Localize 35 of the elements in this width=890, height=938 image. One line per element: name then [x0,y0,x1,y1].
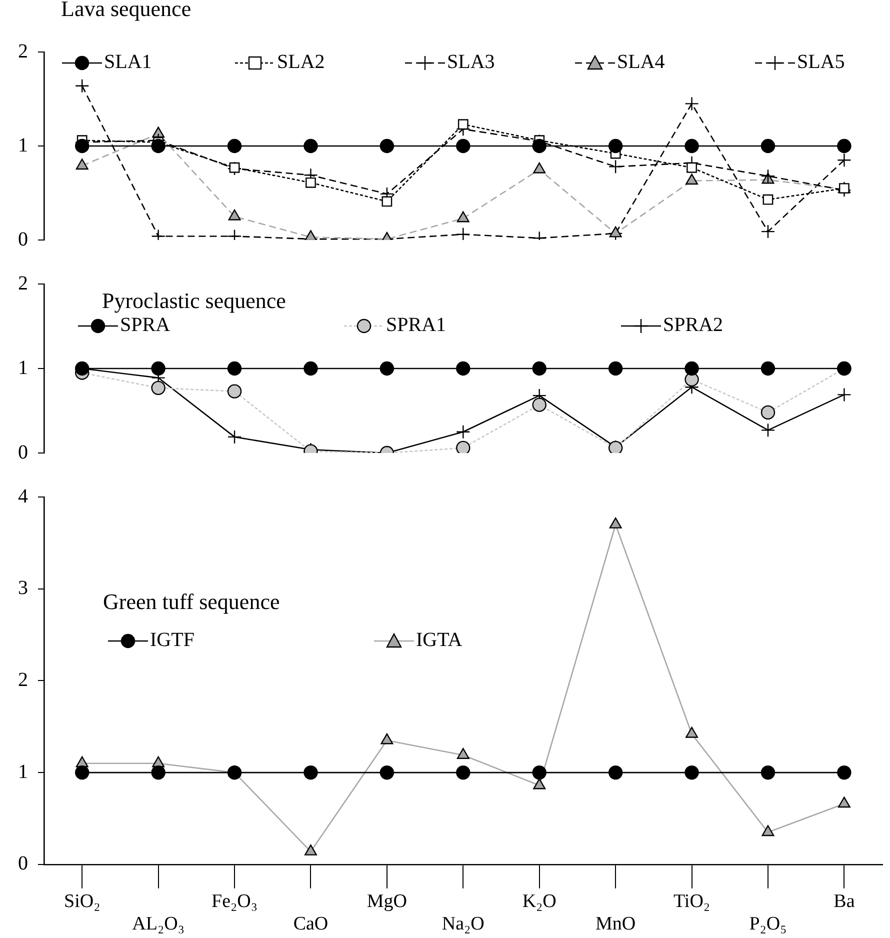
y-tick-label: 3 [18,577,28,600]
x-tick-label: P₂O₅ [749,914,787,935]
y-tick-label: 2 [18,668,28,691]
legend-label: SPRA2 [663,314,724,337]
y-tick-label: 0 [18,228,28,250]
y-tick-label: 4 [18,485,28,508]
legend-label: SLA3 [447,51,495,74]
chart-title: Lava sequence [61,0,192,21]
y-tick-label: 1 [18,356,28,379]
x-tick-label: TiO₂ [673,890,710,912]
y-tick-label: 2 [18,272,28,294]
x-tick-label: AL₂O₃ [132,914,184,935]
y-tick-label: 1 [18,760,28,783]
legend-label: SLA5 [797,51,845,74]
legend-label: SLA1 [104,51,152,74]
y-tick-label: 0 [18,441,28,464]
legend-label: SPRA [120,314,170,337]
x-tick-label: K₂O [522,890,556,912]
y-tick-label: 0 [18,852,28,875]
x-tick-label: MnO [596,914,636,935]
y-tick-label: 2 [18,40,28,62]
x-tick-label: Na₂O [442,914,484,935]
chart-title: Pyroclastic sequence [102,288,286,313]
y-tick-label: 1 [18,134,28,156]
x-tick-label: CaO [293,914,328,935]
legend-label: IGTA [416,629,462,652]
x-tick-label: SiO₂ [64,890,100,912]
text: Green tuff sequence [103,588,280,614]
legend-label: IGTF [150,629,194,652]
legend-label: SLA2 [277,51,325,74]
x-tick-label: MgO [366,890,408,912]
x-tick-label: Ba [834,890,856,912]
legend-label: SLA4 [617,51,665,74]
legend-label: SPRA1 [386,314,446,337]
x-tick-label: Fe₂O₃ [212,890,258,912]
